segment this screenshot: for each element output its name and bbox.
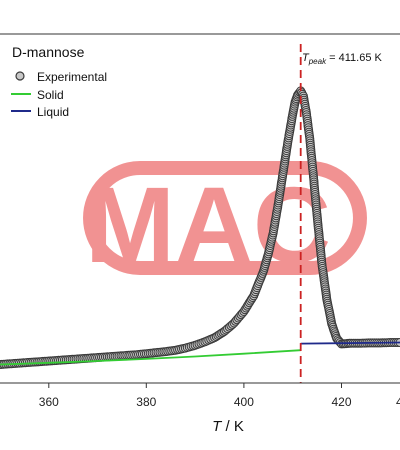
- chart-title: D-mannose: [12, 44, 85, 60]
- legend-marker-experimental: [15, 71, 25, 81]
- x-tick-label-partial: 4: [396, 395, 400, 409]
- plot-area: [0, 44, 400, 383]
- legend-label-experimental: Experimental: [37, 70, 107, 84]
- x-tick-label: 360: [39, 395, 59, 409]
- watermark-text: MAC: [85, 164, 331, 285]
- x-axis-label: T / K: [212, 418, 244, 435]
- watermark-c-shape: [83, 161, 367, 275]
- plot-frame: [0, 33, 400, 384]
- series-line-solid: [0, 349, 301, 366]
- peak-annotation: Tpeak = 411.65 K: [302, 52, 383, 66]
- x-tick-label: 400: [234, 395, 254, 409]
- series-line-liquid: [300, 341, 400, 345]
- legend-label-liquid: Liquid: [37, 105, 69, 119]
- x-axis-ticks: 360 380 400 420 4: [39, 383, 400, 409]
- x-tick-label: 420: [331, 395, 351, 409]
- legend: Experimental Solid Liquid: [11, 70, 107, 119]
- x-tick-label: 380: [136, 395, 156, 409]
- watermark: MAC: [83, 161, 367, 285]
- legend-label-solid: Solid: [37, 88, 64, 102]
